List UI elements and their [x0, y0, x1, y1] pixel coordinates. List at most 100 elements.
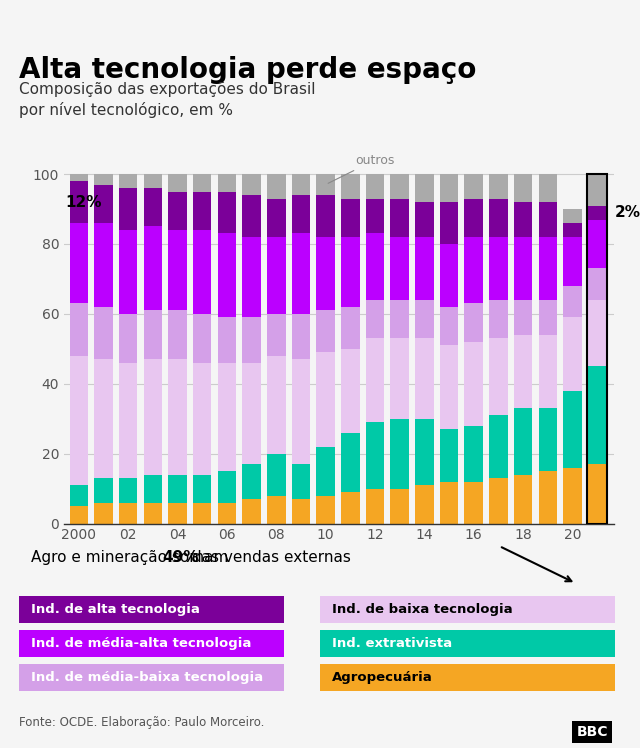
Bar [94, 359, 113, 478]
Bar [465, 482, 483, 524]
Bar [193, 314, 211, 363]
Bar [168, 191, 187, 230]
Bar [94, 185, 113, 223]
Bar [218, 363, 236, 471]
Bar [70, 506, 88, 524]
Text: das vendas externas: das vendas externas [187, 550, 351, 565]
Bar [267, 314, 285, 356]
Bar [588, 269, 606, 300]
Bar [243, 465, 261, 499]
Bar [341, 198, 360, 237]
Bar [168, 475, 187, 503]
Bar [243, 317, 261, 363]
Bar [143, 174, 162, 188]
Bar [94, 174, 113, 185]
FancyBboxPatch shape [19, 664, 284, 691]
Bar [440, 244, 458, 307]
Bar [94, 307, 113, 359]
Bar [143, 503, 162, 524]
Bar [415, 202, 434, 237]
Bar [168, 503, 187, 524]
Bar [70, 174, 88, 181]
Bar [70, 304, 88, 356]
Bar [316, 496, 335, 524]
Text: Ind. extrativista: Ind. extrativista [332, 637, 452, 650]
Bar [514, 475, 532, 524]
Bar [292, 465, 310, 499]
Text: Ind. de alta tecnologia: Ind. de alta tecnologia [31, 603, 200, 616]
Bar [538, 300, 557, 335]
Bar [193, 363, 211, 475]
Bar [465, 426, 483, 482]
FancyBboxPatch shape [320, 664, 615, 691]
Bar [489, 478, 508, 524]
Bar [70, 181, 88, 223]
Bar [465, 304, 483, 342]
Bar [341, 174, 360, 198]
Bar [440, 346, 458, 429]
Bar [465, 174, 483, 198]
Bar [316, 237, 335, 310]
Bar [588, 300, 606, 367]
Bar [267, 454, 285, 496]
Bar [563, 317, 582, 390]
Bar [292, 174, 310, 195]
Bar [218, 174, 236, 191]
Bar [365, 338, 384, 422]
Bar [415, 338, 434, 419]
Bar [538, 174, 557, 202]
Bar [168, 230, 187, 310]
Bar [563, 468, 582, 524]
Text: Alta tecnologia perde espaço: Alta tecnologia perde espaço [19, 56, 477, 84]
Bar [316, 310, 335, 352]
Bar [440, 482, 458, 524]
Bar [390, 488, 409, 524]
Bar [365, 300, 384, 338]
Text: Ind. de baixa tecnologia: Ind. de baixa tecnologia [332, 603, 513, 616]
Bar [538, 335, 557, 408]
Bar [538, 237, 557, 300]
Bar [465, 237, 483, 304]
Bar [514, 237, 532, 300]
Bar [465, 198, 483, 237]
Bar [292, 233, 310, 314]
Bar [119, 478, 138, 503]
Bar [316, 447, 335, 496]
Bar [94, 503, 113, 524]
Text: Ind. de média-alta tecnologia: Ind. de média-alta tecnologia [31, 637, 252, 650]
Bar [538, 202, 557, 237]
Bar [563, 223, 582, 237]
Bar [119, 174, 138, 188]
Bar [70, 356, 88, 485]
Bar [415, 174, 434, 202]
Bar [218, 471, 236, 503]
Bar [390, 174, 409, 198]
Bar [365, 488, 384, 524]
Bar [514, 300, 532, 335]
Bar [465, 342, 483, 426]
Bar [218, 317, 236, 363]
Bar [563, 209, 582, 223]
Bar [588, 219, 606, 269]
Bar [119, 503, 138, 524]
Bar [143, 359, 162, 475]
Bar [588, 465, 606, 524]
Bar [193, 191, 211, 230]
Bar [538, 471, 557, 524]
Bar [390, 198, 409, 237]
Bar [365, 174, 384, 198]
Bar [94, 223, 113, 307]
Bar [316, 174, 335, 195]
Bar [316, 352, 335, 447]
Bar [588, 174, 606, 206]
Text: 12%: 12% [65, 194, 102, 209]
Bar [341, 492, 360, 524]
Bar [267, 496, 285, 524]
Bar [440, 307, 458, 346]
Bar [514, 174, 532, 202]
Bar [193, 475, 211, 503]
Bar [70, 485, 88, 506]
FancyBboxPatch shape [19, 596, 284, 623]
Bar [365, 422, 384, 488]
Bar [243, 195, 261, 237]
